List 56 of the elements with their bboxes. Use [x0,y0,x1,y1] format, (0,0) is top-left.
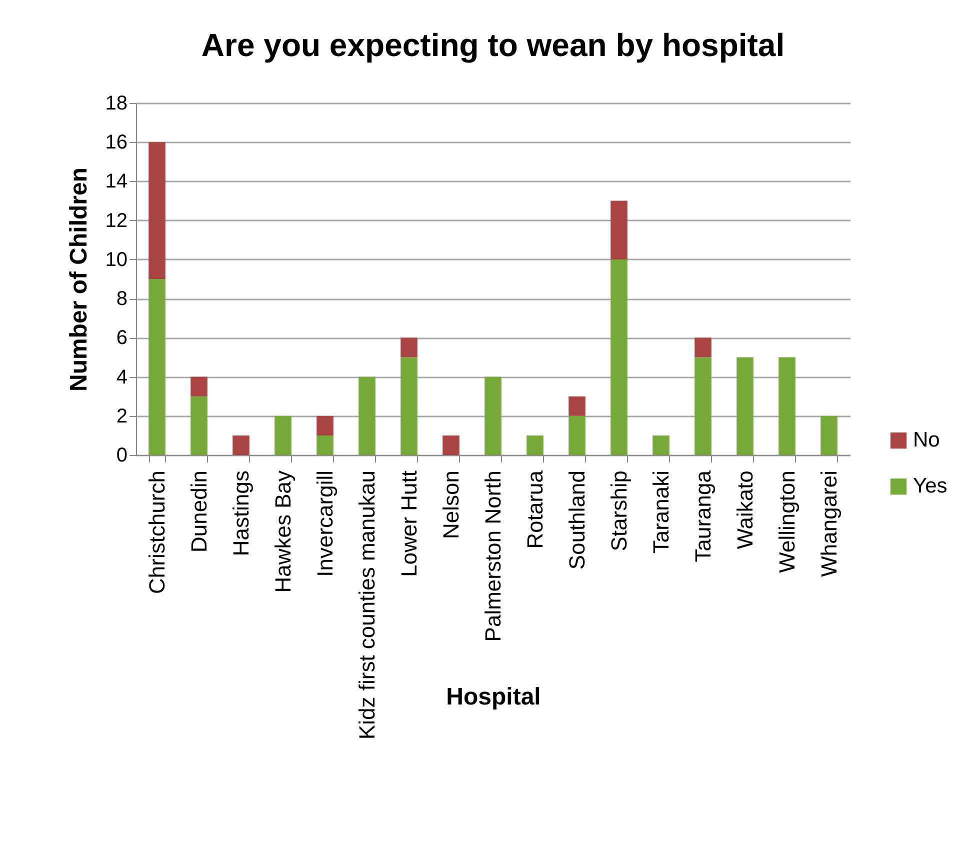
legend-label: Yes [913,474,948,498]
x-tick-label: Wellington [774,470,800,573]
y-tick-label: 10 [105,248,128,271]
bar [148,142,166,279]
bar [694,357,712,455]
x-tick-label: Christchurch [144,470,170,594]
x-axis-title: Hospital [446,684,541,710]
bar [778,357,796,455]
y-tick-label: 4 [116,366,128,388]
x-tick-label: Palmerston North [480,470,506,642]
bar [316,416,334,436]
bar [484,376,502,455]
bar [400,357,418,455]
x-tick-label: Hastings [228,470,254,556]
x-tick-label: Starship [606,470,632,552]
y-tick-label: 2 [116,405,128,428]
y-tick-label: 16 [105,132,128,154]
x-tick-label: Hawkes Bay [270,470,296,593]
bar [610,259,628,455]
x-tick-label: Nelson [438,470,464,539]
bar [400,338,418,358]
bar [316,435,334,455]
x-tick-label: Lower Hutt [396,470,422,577]
x-tick-label: Whangarei [816,470,842,577]
y-tick-label: 8 [116,288,128,310]
x-tick-label: Invercargill [312,470,338,577]
bar [274,416,292,455]
y-axis-title: Number of Children [65,167,92,392]
bar [190,376,208,396]
bar [148,279,166,455]
x-tick-label: Southland [564,470,590,570]
y-tick-label: 18 [105,92,128,114]
x-tick-label: Rotarua [522,470,548,549]
legend-label: No [913,428,940,452]
bar [736,357,754,455]
bar [442,435,460,455]
x-tick-label: Kidz first counties manukau [354,470,380,740]
bar [526,435,544,455]
bar [610,200,628,260]
bar [232,435,250,455]
x-tick-label: Tauranga [690,470,716,562]
chart-title: Are you expecting to wean by hospital [201,27,785,63]
y-tick-label: 14 [105,170,128,193]
y-tick-label: 0 [116,444,128,466]
bar [568,416,586,455]
x-tick-label: Taranaki [648,470,674,554]
bar [568,396,586,416]
x-tick-label: Dunedin [186,470,212,552]
y-tick-label: 6 [116,327,128,350]
bar [358,376,376,455]
bar [820,416,838,455]
bar [652,435,670,455]
bar [694,338,712,358]
y-tick-label: 12 [105,210,128,232]
x-tick-label: Waikato [732,470,758,550]
bar [190,396,208,455]
